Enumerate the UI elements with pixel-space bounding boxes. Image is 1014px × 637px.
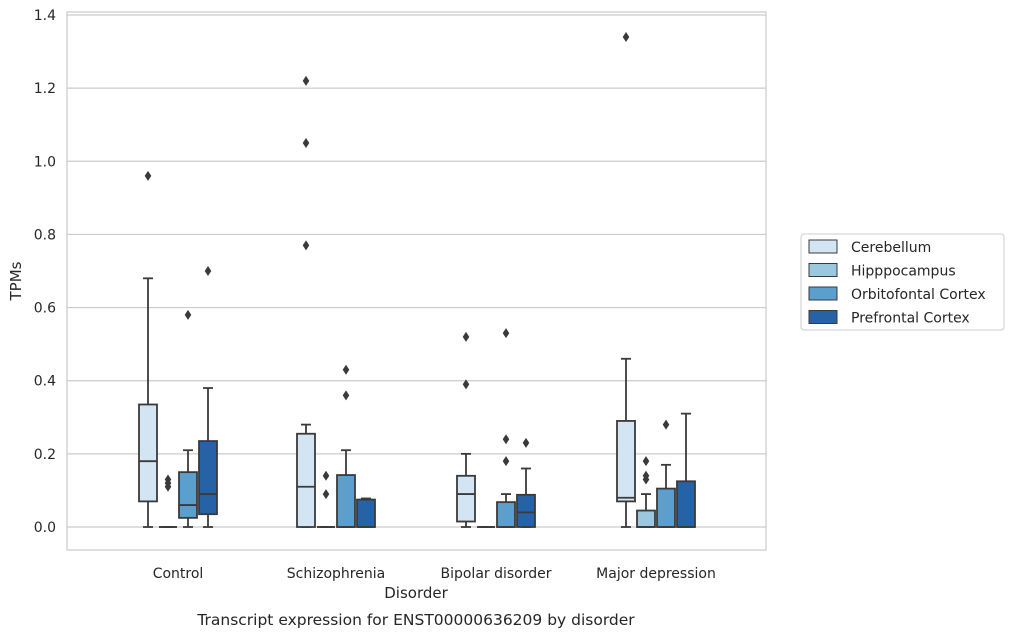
outlier-marker xyxy=(462,379,470,390)
box-element xyxy=(198,266,218,528)
plot-frame xyxy=(66,11,767,551)
box-element xyxy=(159,474,177,528)
legend-frame xyxy=(800,233,1005,331)
y-tick-label: 1.4 xyxy=(34,8,56,24)
box-series xyxy=(138,31,696,528)
box-element xyxy=(296,75,316,528)
legend-swatch xyxy=(808,286,838,301)
box-element xyxy=(676,412,696,528)
outlier-marker xyxy=(342,364,350,375)
legend-label: Cerebellum xyxy=(851,240,931,256)
outlier-marker xyxy=(502,434,510,445)
legend-label: Hipppocampus xyxy=(851,264,956,280)
x-tick-label: Major depression xyxy=(596,566,716,582)
outlier-marker xyxy=(462,331,470,342)
box-element xyxy=(636,456,656,528)
iqr-box xyxy=(676,480,696,528)
box-element xyxy=(336,364,356,528)
box-element xyxy=(656,419,676,528)
x-tick-label: Bipolar disorder xyxy=(440,566,551,582)
legend-label: Prefrontal Cortex xyxy=(851,311,970,327)
iqr-box xyxy=(656,487,676,528)
legend: Cerebellum Hipppocampus Orbitofontal Corte… xyxy=(800,233,1005,331)
box-element xyxy=(616,31,636,528)
outlier-marker xyxy=(642,456,650,467)
box-element xyxy=(496,328,516,528)
outlier-marker xyxy=(622,31,630,42)
y-axis-label: TPMs xyxy=(7,261,25,301)
box-element xyxy=(516,437,536,528)
x-tick-label: Schizophrenia xyxy=(287,566,385,582)
box-element xyxy=(138,170,158,528)
iqr-box xyxy=(198,440,218,516)
x-tick-labels: Control Schizophrenia Bipolar disorder Majo… xyxy=(153,566,716,582)
outlier-marker xyxy=(502,328,510,339)
x-tick-label: Control xyxy=(153,566,204,582)
outlier-marker xyxy=(502,456,510,467)
x-axis-label: Disorder xyxy=(384,584,448,602)
y-tick-label: 1.0 xyxy=(34,154,56,170)
iqr-box xyxy=(516,493,536,528)
outlier-marker xyxy=(204,266,212,276)
iqr-box xyxy=(496,501,516,528)
outlier-marker xyxy=(322,489,330,500)
legend-swatch xyxy=(808,310,838,324)
outlier-marker xyxy=(302,75,310,86)
iqr-box xyxy=(336,474,356,528)
outlier-marker xyxy=(302,240,310,251)
iqr-box xyxy=(456,474,476,523)
y-tick-label: 0.8 xyxy=(34,227,56,243)
iqr-box xyxy=(296,432,316,528)
outlier-marker xyxy=(322,470,330,481)
y-tick-label: 1.2 xyxy=(34,81,56,97)
outlier-marker xyxy=(642,470,650,481)
y-tick-label: 0.2 xyxy=(34,447,56,463)
outlier-marker xyxy=(164,474,172,485)
legend-swatch xyxy=(808,239,838,254)
box-element xyxy=(356,497,376,528)
legend-swatch xyxy=(808,263,838,277)
iqr-box xyxy=(356,498,376,528)
outlier-marker xyxy=(184,309,192,320)
box-element xyxy=(178,309,198,528)
legend-label: Orbitofontal Cortex xyxy=(851,287,986,303)
iqr-box xyxy=(616,420,636,503)
box-element xyxy=(317,470,335,528)
outlier-marker xyxy=(662,419,670,430)
chart-caption: Transcript expression for ENST0000063620… xyxy=(196,611,635,629)
y-tick-label: 0.6 xyxy=(34,301,56,317)
y-tick-labels: 0.0 0.2 0.4 0.6 0.8 1.0 1.2 1.4 xyxy=(34,8,56,536)
outlier-marker xyxy=(302,138,310,148)
iqr-box xyxy=(138,403,158,503)
outlier-marker xyxy=(342,390,350,401)
outlier-marker xyxy=(144,170,152,181)
iqr-box xyxy=(178,471,198,519)
y-tick-label: 0.0 xyxy=(34,520,56,536)
outlier-marker xyxy=(522,437,530,448)
box-element xyxy=(456,331,476,528)
gridlines xyxy=(67,14,766,528)
iqr-box xyxy=(636,509,656,528)
y-tick-label: 0.4 xyxy=(34,374,56,390)
